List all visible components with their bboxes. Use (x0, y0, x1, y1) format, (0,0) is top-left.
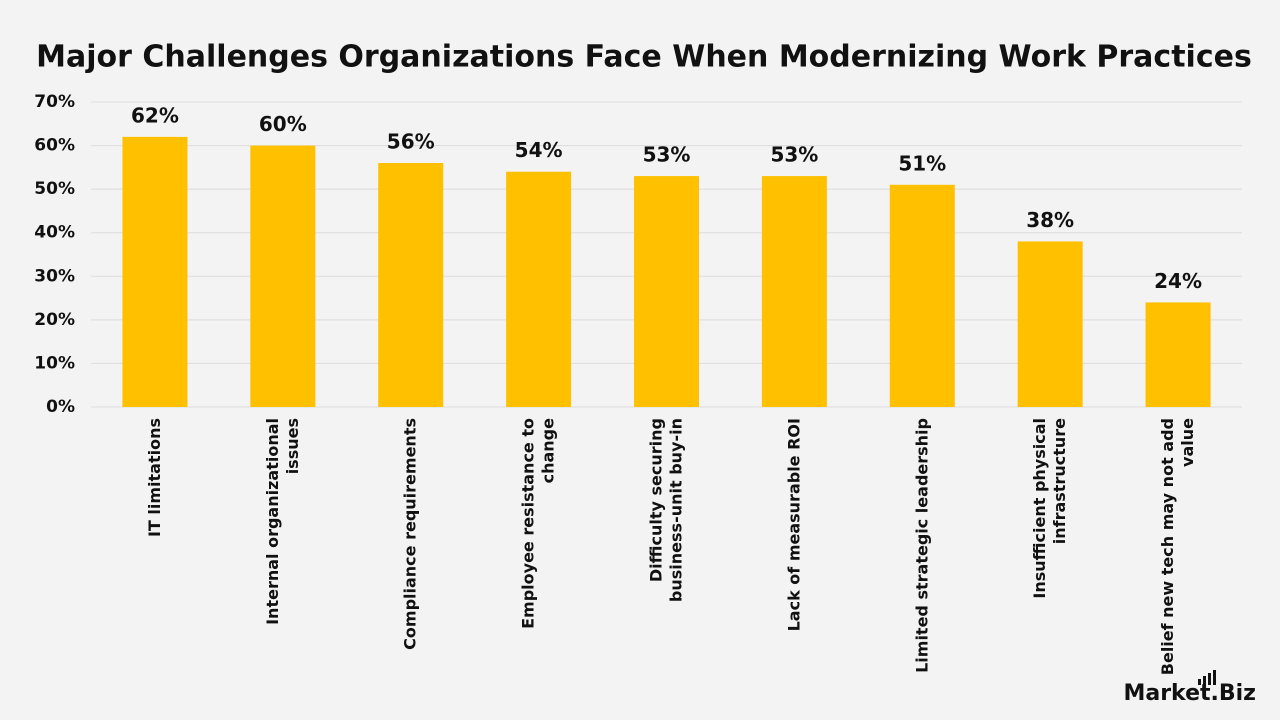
x-tick-label: Compliance requirements (400, 418, 419, 650)
x-tick-label: Lack of measurable ROI (784, 418, 803, 631)
x-tick-label: Insufficient physicalinfrastructure (1030, 418, 1069, 599)
y-tick-label: 60% (34, 136, 75, 156)
bar (506, 171, 572, 407)
value-label: 60% (259, 112, 307, 136)
x-tick-label: Employee resistance tochange (518, 418, 557, 629)
value-label: 54% (515, 138, 563, 162)
value-label: 53% (643, 143, 691, 167)
bar (889, 184, 955, 407)
x-tick-label: Belief new tech may not addvalue (1158, 418, 1197, 675)
bar (250, 145, 316, 408)
x-tick-label: Limited strategic leadership (912, 418, 931, 673)
x-tick-label: IT limitations (144, 418, 163, 537)
y-tick-label: 70% (34, 92, 75, 112)
bar (761, 176, 827, 407)
value-label: 53% (770, 143, 818, 167)
bar (634, 176, 699, 407)
chart-title: Major Challenges Organizations Face When… (36, 40, 1252, 75)
y-tick-label: 0% (46, 397, 75, 417)
bar (378, 163, 444, 407)
value-label: 62% (131, 103, 179, 127)
logo-icon (1198, 670, 1216, 685)
x-tick-label: Internal organizationalissues (262, 418, 301, 625)
bar (1017, 241, 1083, 407)
y-tick-label: 10% (34, 353, 75, 373)
y-tick-label: 50% (34, 179, 75, 199)
y-tick-label: 30% (34, 266, 75, 286)
y-tick-label: 20% (34, 310, 75, 330)
logo: Market.Biz (1123, 681, 1256, 706)
value-label: 56% (387, 130, 435, 154)
y-tick-label: 40% (34, 223, 75, 243)
x-tick-label: Difficulty securingbusiness-unit buy-in (646, 418, 685, 602)
value-label: 24% (1154, 269, 1202, 293)
bar (122, 136, 188, 407)
value-label: 51% (898, 151, 946, 175)
bar (1145, 302, 1211, 407)
value-label: 38% (1026, 208, 1074, 232)
